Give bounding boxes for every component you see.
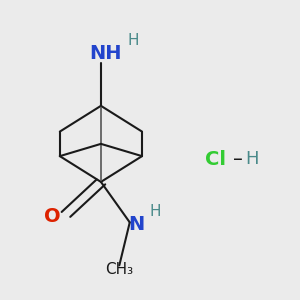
Text: N: N [128,215,144,234]
Text: O: O [44,207,60,226]
Text: NH: NH [89,44,122,63]
Text: CH₃: CH₃ [105,262,134,277]
Text: H: H [149,204,161,219]
Text: H: H [128,33,139,48]
Text: Cl: Cl [205,150,226,169]
Text: –: – [233,150,243,169]
Text: H: H [246,150,259,168]
